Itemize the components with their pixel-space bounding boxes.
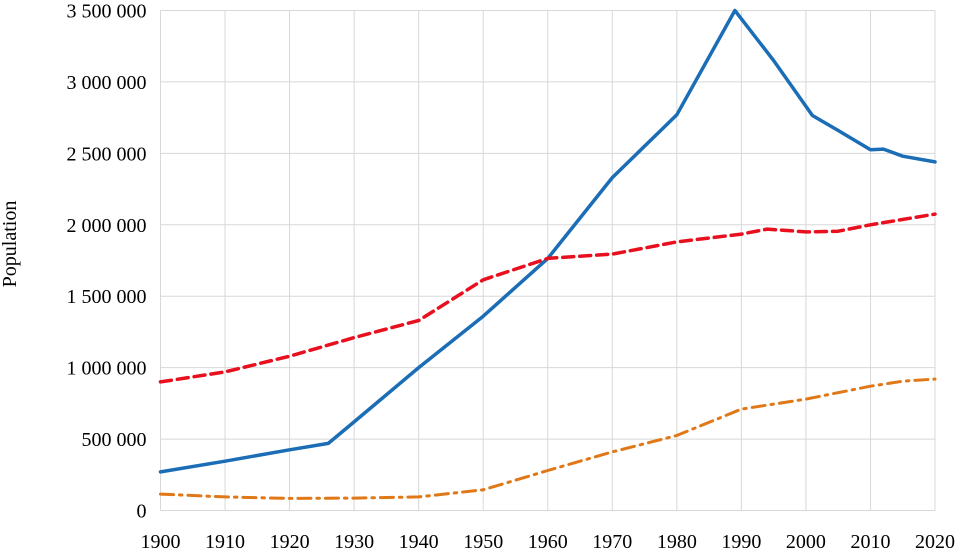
x-tick-label: 1930 xyxy=(334,531,374,553)
x-tick-label: 2010 xyxy=(850,531,890,553)
x-tick-label: 1900 xyxy=(141,531,181,553)
x-tick-label: 2020 xyxy=(915,531,955,553)
series-lines xyxy=(158,8,937,500)
y-tick-label: 500 000 xyxy=(82,429,147,451)
series-line-dashed-red xyxy=(158,212,937,384)
x-tick-label: 1950 xyxy=(463,531,503,553)
series-line-dashdot-orange xyxy=(159,377,937,500)
x-tick-label: 1980 xyxy=(657,531,697,553)
gridlines xyxy=(160,10,936,511)
y-axis-title: Population xyxy=(0,201,21,288)
y-tick-label: 1 500 000 xyxy=(67,286,147,308)
x-tick-label: 2000 xyxy=(786,531,826,553)
x-tick-label: 1970 xyxy=(592,531,632,553)
x-tick-label: 1910 xyxy=(205,531,245,553)
y-tick-label: 0 xyxy=(137,501,147,523)
y-tick-label: 2 000 000 xyxy=(67,215,147,237)
y-tick-label: 3 500 000 xyxy=(67,1,147,23)
x-tick-label: 1920 xyxy=(270,531,310,553)
y-tick-label: 3 000 000 xyxy=(67,72,147,94)
y-tick-label: 1 000 000 xyxy=(67,358,147,380)
series-line-solid-blue xyxy=(158,8,937,474)
x-tick-label: 1990 xyxy=(721,531,761,553)
axis-tick-labels: 0 500 000 1 000 000 1 500 000 2 000 000 2 500… xyxy=(67,1,956,553)
x-tick-label: 1960 xyxy=(528,531,568,553)
y-tick-label: 2 500 000 xyxy=(67,143,147,165)
x-tick-label: 1940 xyxy=(399,531,439,553)
